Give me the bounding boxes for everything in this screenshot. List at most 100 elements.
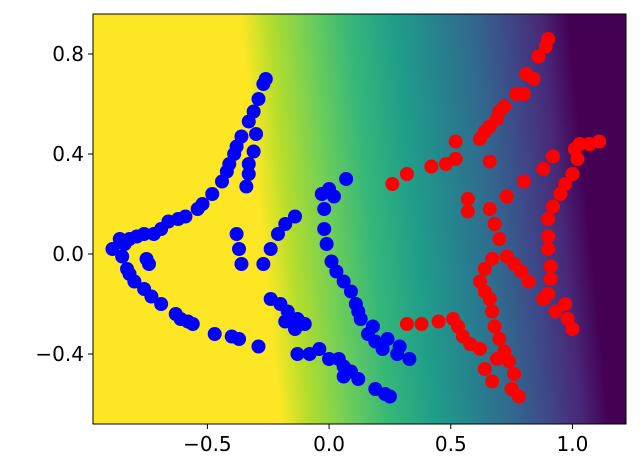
scatter-point: [246, 144, 261, 159]
scatter-point: [229, 227, 244, 241]
scatter-point: [232, 242, 247, 256]
scatter-point: [485, 252, 500, 266]
scatter-point: [317, 202, 332, 216]
scatter-point: [205, 187, 220, 201]
scatter-point: [288, 209, 303, 224]
scatter-point: [553, 187, 568, 201]
scatter-point: [251, 339, 266, 354]
scatter-point: [312, 342, 327, 356]
scatter-point: [239, 179, 254, 194]
scatter-point: [485, 374, 500, 389]
scatter-point: [424, 159, 439, 174]
y-tick-label: −0.4: [35, 342, 84, 366]
scatter-point: [343, 284, 358, 299]
scatter-point: [336, 369, 351, 384]
scatter-point: [492, 332, 507, 346]
scatter-point: [263, 242, 278, 256]
x-tick-label: 1.0: [557, 432, 589, 456]
scatter-point: [472, 132, 487, 146]
x-tick-label: 0.0: [313, 432, 345, 456]
scatter-point: [365, 319, 380, 334]
scatter-point: [482, 202, 497, 216]
scatter-point: [241, 157, 256, 171]
scatter-point: [446, 312, 461, 326]
scatter-point: [526, 72, 541, 86]
scatter-point: [502, 354, 517, 369]
scatter-point: [329, 264, 344, 279]
scatter-point: [511, 389, 526, 404]
scatter-point: [448, 134, 463, 149]
scatter-point: [256, 257, 271, 271]
scatter-point: [402, 352, 417, 366]
scatter-point: [543, 259, 558, 274]
scatter-point: [570, 152, 585, 166]
scatter-point: [256, 77, 271, 91]
scatter-point: [507, 367, 522, 381]
scatter-point: [536, 292, 551, 306]
y-tick-label: 0.4: [52, 142, 84, 166]
scatter-point: [241, 167, 256, 181]
scatter-point: [141, 257, 156, 271]
scatter-point: [380, 332, 395, 346]
scatter-point: [431, 314, 446, 329]
scatter-point: [565, 167, 580, 181]
scatter-point: [543, 272, 558, 286]
scatter-point: [487, 319, 502, 334]
scatter-point: [499, 249, 514, 264]
scatter-point: [249, 127, 264, 141]
scatter-point: [115, 249, 130, 264]
scatter-point: [516, 174, 531, 189]
scatter-point: [207, 327, 222, 341]
scatter-point: [509, 87, 524, 101]
scatter-point: [144, 289, 159, 304]
scatter-point: [536, 162, 551, 176]
scatter-point: [190, 202, 205, 216]
scatter-point: [185, 317, 200, 331]
scatter-point: [146, 227, 161, 241]
scatter-point: [127, 274, 142, 289]
scatter-point: [460, 204, 475, 219]
scatter-point: [234, 257, 249, 271]
scatter-point: [492, 232, 507, 246]
scatter-point: [538, 39, 553, 54]
scatter-point: [278, 314, 293, 329]
scatter-point: [339, 172, 354, 186]
scatter-point: [477, 262, 492, 276]
scatter-point: [117, 237, 132, 251]
scatter-point: [251, 92, 266, 106]
scatter-point: [336, 274, 351, 289]
scatter-point: [399, 317, 414, 331]
scatter-point: [541, 242, 556, 256]
scatter-point: [548, 304, 563, 319]
scatter-point: [545, 149, 560, 164]
scatter-point: [214, 174, 229, 189]
scatter-point: [278, 217, 293, 231]
scatter-point: [392, 339, 407, 354]
scatter-point: [154, 297, 169, 311]
scatter-point: [353, 312, 368, 326]
scatter-point: [414, 317, 429, 331]
scatter-point: [541, 229, 556, 244]
scatter-point: [382, 389, 397, 404]
scatter-point: [317, 222, 332, 236]
scatter-point: [565, 322, 580, 336]
scatter-point: [319, 237, 334, 251]
x-tick-label: 0.5: [435, 432, 467, 456]
scatter-point: [482, 292, 497, 306]
axes-frame: [92, 13, 627, 425]
scatter-point: [487, 217, 502, 231]
scatter-point: [558, 297, 573, 311]
scatter-point: [290, 347, 305, 361]
scatter-point: [482, 154, 497, 169]
scatter-point: [351, 372, 366, 386]
scatter-point: [485, 304, 500, 319]
scatter-point: [385, 177, 400, 191]
scatter-point: [592, 134, 607, 149]
scatter-point: [541, 212, 556, 226]
scatter-point: [270, 227, 285, 241]
y-tick-label: 0.8: [52, 42, 84, 66]
scatter-point: [477, 362, 492, 376]
scatter-point: [105, 242, 120, 256]
scatter-point: [499, 189, 514, 204]
